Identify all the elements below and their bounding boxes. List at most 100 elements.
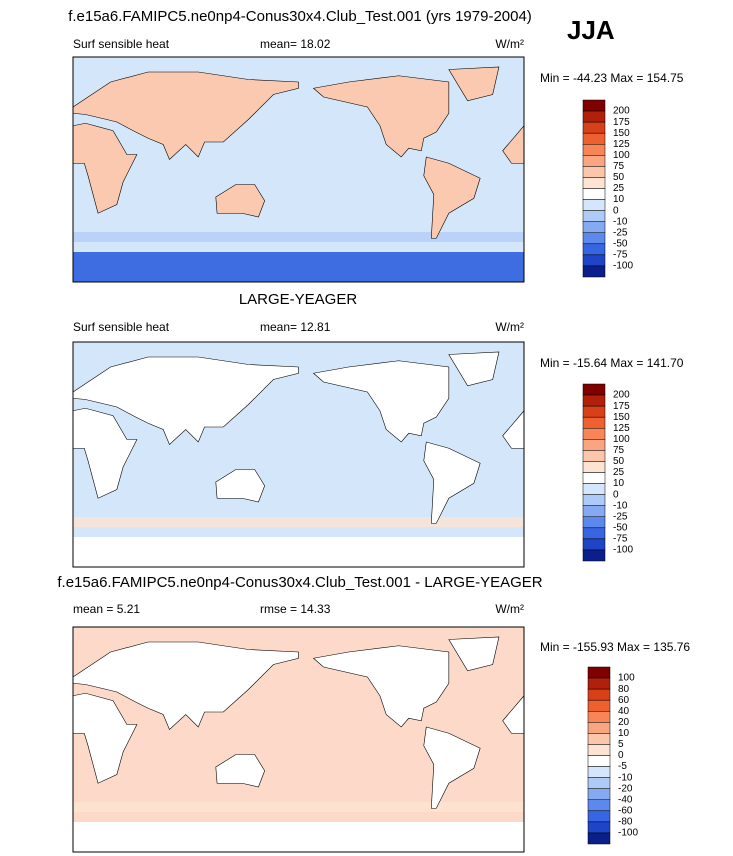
colorbar-box [587, 777, 611, 789]
colorbar-box [582, 210, 606, 222]
colorbar-box [587, 821, 611, 834]
colorbar-label: -75 [613, 250, 628, 261]
colorbar-label: 5 [618, 739, 624, 750]
colorbar-label: 10 [613, 194, 625, 205]
colorbar-label: 75 [613, 445, 625, 456]
colorbar-box [587, 799, 611, 812]
panel-mid-label: mean= 12.81 [260, 320, 331, 334]
colorbar-label: 175 [613, 117, 630, 128]
colorbar-label: 0 [618, 750, 624, 761]
colorbar-box [582, 505, 606, 517]
colorbar-box [582, 221, 606, 233]
map-frame [72, 341, 525, 568]
colorbar-label: 0 [613, 489, 619, 500]
panel-units: W/m² [495, 602, 524, 616]
colorbar-label: 25 [613, 467, 625, 478]
antarctica [73, 822, 524, 852]
colorbar-label: 10 [618, 728, 630, 739]
colorbar-box [582, 177, 606, 189]
colorbar-label: -100 [618, 828, 638, 839]
colorbar-box [582, 428, 606, 440]
colorbar-label: 100 [613, 434, 630, 445]
colorbar-box [587, 677, 611, 690]
colorbar-label: -40 [618, 794, 633, 805]
panel-mid-label: rmse = 14.33 [260, 602, 331, 616]
colorbar-box [582, 232, 606, 245]
colorbar-label: -10 [613, 216, 628, 227]
colorbar-box [587, 688, 611, 701]
antarctica [73, 252, 524, 282]
min-max: Min = -15.64 Max = 141.70 [540, 356, 684, 370]
colorbar-box [582, 538, 606, 551]
colorbar-box [587, 699, 611, 712]
min-max: Min = -44.23 Max = 154.75 [540, 71, 684, 85]
panel-units: W/m² [495, 37, 524, 51]
colorbar-label: -100 [613, 545, 633, 556]
colorbar-box [582, 549, 606, 562]
panel-units: W/m² [495, 320, 524, 334]
colorbar-box [587, 711, 611, 723]
colorbar-label: -25 [613, 511, 628, 522]
min-max: Min = -155.93 Max = 135.76 [540, 640, 690, 654]
colorbar-box [582, 199, 606, 211]
colorbar-box [587, 810, 611, 823]
colorbar-label: -80 [618, 817, 633, 828]
colorbar-box [582, 110, 606, 123]
colorbar-label: 175 [613, 401, 630, 412]
colorbar-label: 200 [613, 106, 630, 117]
map [72, 56, 525, 283]
panel-left-label: mean = 5.21 [73, 602, 140, 616]
colorbar-box [587, 733, 611, 745]
map-frame [72, 56, 525, 283]
colorbar-label: 100 [613, 150, 630, 161]
colorbar-label: -50 [613, 522, 628, 533]
map-frame [72, 626, 525, 853]
colorbar-box [582, 243, 606, 256]
colorbar-label: 0 [613, 205, 619, 216]
colorbar-label: -10 [613, 500, 628, 511]
panel-title: f.e15a6.FAMIPC5.ne0np4-Conus30x4.Club_Te… [68, 8, 532, 25]
colorbar-label: 125 [613, 423, 630, 434]
colorbar-label: 50 [613, 456, 625, 467]
colorbar-box [582, 394, 606, 407]
panel-left-label: Surf sensible heat [73, 37, 170, 51]
colorbar-label: 125 [613, 139, 630, 150]
colorbar-label: 40 [618, 706, 630, 717]
colorbar-label: 60 [618, 695, 630, 706]
colorbar-box [587, 722, 611, 734]
colorbar-box [582, 483, 606, 495]
colorbar-label: -100 [613, 261, 633, 272]
panel-left-label: Surf sensible heat [73, 320, 170, 334]
colorbar-box [587, 766, 611, 778]
colorbar-box [582, 416, 606, 429]
colorbar-label: 150 [613, 412, 630, 423]
colorbar-label: 75 [613, 161, 625, 172]
colorbar-label: 25 [613, 183, 625, 194]
colorbar-box [582, 188, 606, 200]
colorbar-box [582, 472, 606, 484]
panel-mid-label: mean= 18.02 [260, 37, 331, 51]
colorbar-label: -50 [613, 238, 628, 249]
colorbar-label: 80 [618, 684, 630, 695]
colorbar-label: 10 [613, 478, 625, 489]
colorbar-label: -75 [613, 534, 628, 545]
colorbar-box [582, 155, 606, 167]
colorbar-box [582, 383, 606, 396]
colorbar-box [582, 254, 606, 267]
antarctica [73, 537, 524, 567]
colorbar-box [582, 516, 606, 529]
colorbar-box [582, 166, 606, 178]
southern-band [73, 517, 524, 527]
colorbar-box [582, 405, 606, 418]
colorbar-box [587, 666, 611, 679]
panel-title: f.e15a6.FAMIPC5.ne0np4-Conus30x4.Club_Te… [57, 574, 542, 591]
colorbar-box [582, 132, 606, 145]
colorbar-label: -20 [618, 783, 633, 794]
season-label: JJA [567, 15, 615, 45]
colorbar-label: 20 [618, 717, 630, 728]
colorbar-label: 150 [613, 128, 630, 139]
colorbar-box [582, 439, 606, 451]
colorbar-box [582, 121, 606, 134]
colorbar-label: 100 [618, 673, 635, 684]
